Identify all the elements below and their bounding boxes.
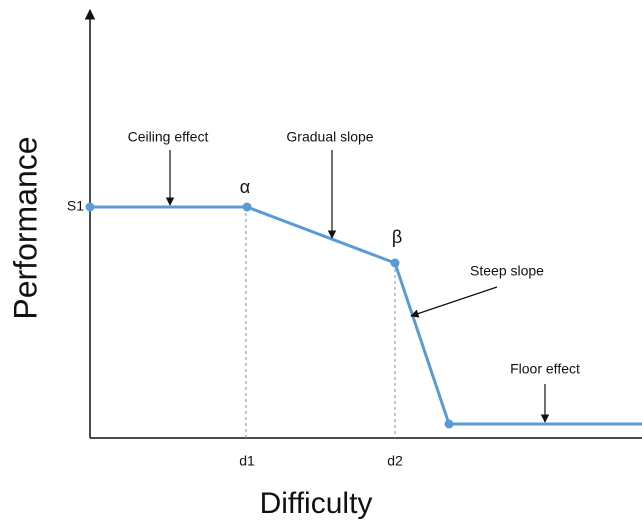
performance-curve <box>90 205 642 426</box>
y-axis-label: Performance <box>7 136 43 319</box>
annotation: Steep slope <box>470 263 544 279</box>
arrow <box>410 286 498 318</box>
point <box>390 258 400 268</box>
d2-label: d2 <box>387 453 403 469</box>
annotation: Floor effect <box>510 361 580 377</box>
point <box>85 202 95 212</box>
annotation: Gradual slope <box>286 129 373 145</box>
s1-label: S1 <box>67 198 84 214</box>
x-axis-label: Difficulty <box>260 487 373 520</box>
d1-label: d1 <box>239 453 255 469</box>
alpha-label: α <box>240 177 250 197</box>
annotation: Ceiling effect <box>128 129 209 145</box>
beta-label: β <box>392 227 402 247</box>
point <box>444 419 454 429</box>
point <box>242 202 252 212</box>
